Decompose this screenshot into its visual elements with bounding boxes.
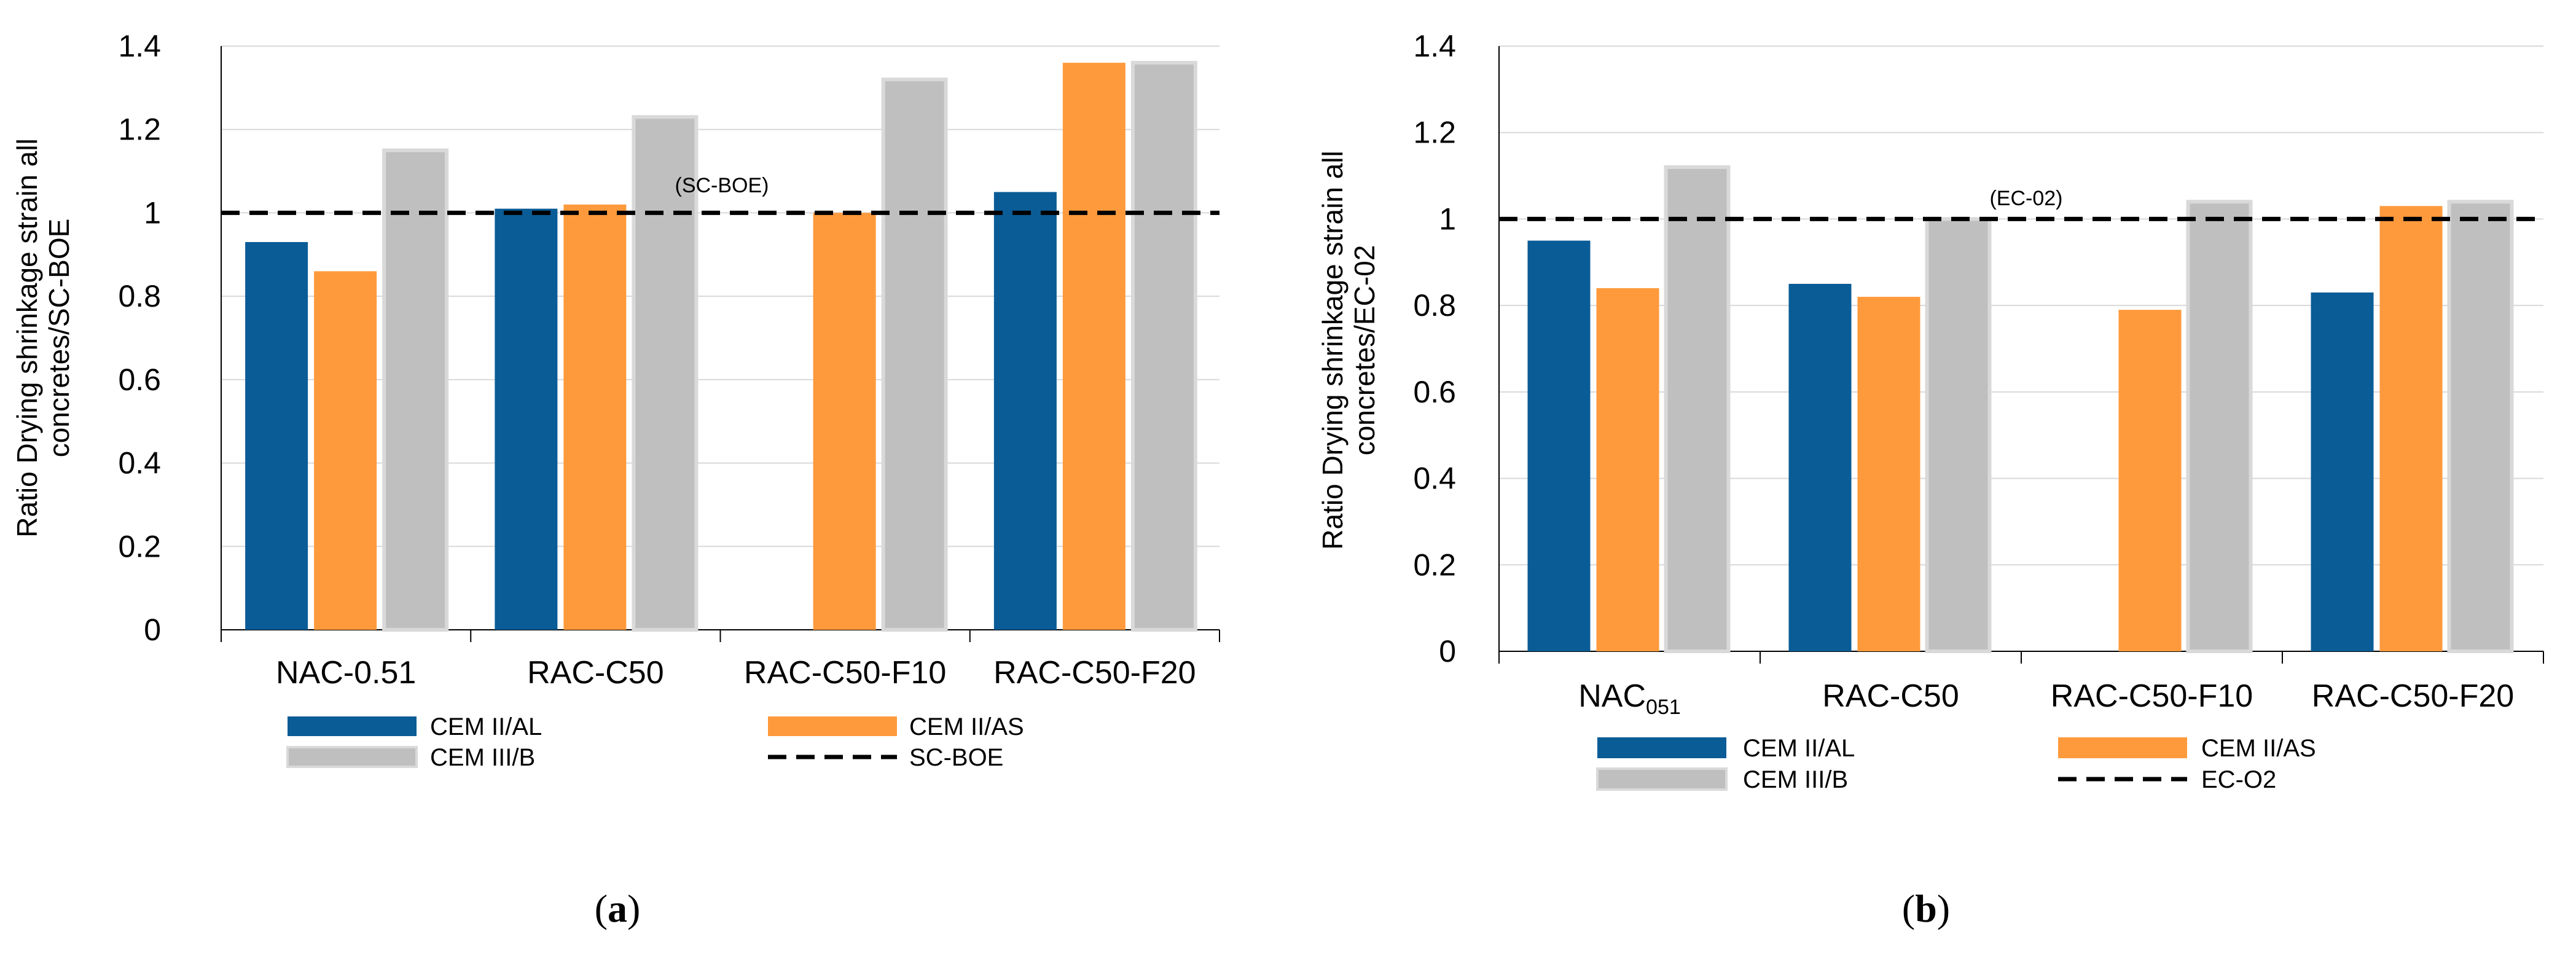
bar-cem-iii-b bbox=[1130, 61, 1197, 632]
y-tick-label: 1.4 bbox=[1413, 29, 1456, 63]
y-tick-label: 0.8 bbox=[118, 279, 161, 313]
y-axis-label-line1: Ratio Drying shrinkage strain all bbox=[11, 138, 43, 537]
legend-label: CEM II/AS bbox=[909, 713, 1024, 740]
y-tick-label: 0.4 bbox=[118, 446, 161, 480]
y-tick-label: 0 bbox=[1439, 634, 1456, 669]
bar-cem-iii-b bbox=[2186, 200, 2253, 653]
reference-annotation: (SC-BOE) bbox=[675, 174, 769, 197]
bar-cem-ii-as bbox=[1857, 297, 1920, 652]
reference-annotation: (EC-02) bbox=[1989, 187, 2062, 210]
y-tick-label: 0.2 bbox=[118, 529, 161, 563]
legend-swatch-cem-iii-b bbox=[286, 746, 418, 768]
bar-cem-ii-al bbox=[245, 241, 308, 630]
category-label: RAC-C50 bbox=[1822, 678, 1959, 714]
bar-cem-iii-b bbox=[1664, 165, 1731, 653]
category-label: RAC-C50 bbox=[527, 655, 664, 691]
bar-cem-ii-al bbox=[1788, 283, 1852, 651]
panel-label: (b) bbox=[1902, 887, 1950, 930]
category-label: RAC-C50-F10 bbox=[744, 655, 946, 691]
chart-panel-a: 0 0.2 0.4 0.6 0.8 1 1.2 1.4 (SC-BOE) NAC-0.51 RAC-… bbox=[11, 29, 1220, 930]
y-tick-label: 1.4 bbox=[118, 29, 161, 63]
legend-swatch-cem-ii-al bbox=[288, 716, 417, 736]
chart-panel-b: 0 0.2 0.4 0.6 0.8 1 1.2 1.4 (EC-02) NAC051 RAC-C50… bbox=[1317, 29, 2544, 930]
legend-label: CEM II/AL bbox=[1743, 735, 1855, 762]
legend-swatch-cem-iii-b bbox=[1596, 767, 1728, 791]
legend: CEM II/AL CEM II/AS CEM III/B EC-O2 bbox=[1596, 735, 2316, 793]
category-label: RAC-C50-F10 bbox=[2051, 678, 2253, 714]
bar-cem-ii-al bbox=[993, 192, 1057, 630]
bar-cem-iii-b bbox=[2447, 200, 2514, 653]
category-label-subscript: 051 bbox=[1646, 696, 1681, 719]
panel-label: (a) bbox=[595, 887, 641, 930]
legend-swatch-cem-ii-as bbox=[768, 716, 897, 736]
y-tick-label: 0.2 bbox=[1413, 547, 1456, 582]
y-tick-label: 1 bbox=[144, 195, 161, 230]
y-axis-label-line1: Ratio Drying shrinkage strain all bbox=[1317, 151, 1349, 549]
y-tick-label: 1.2 bbox=[118, 112, 161, 147]
bar-cem-ii-al bbox=[2311, 292, 2374, 651]
bar-cem-iii-b bbox=[1925, 217, 1992, 653]
y-axis-label: Ratio Drying shrinkage strain allconcret… bbox=[11, 138, 75, 537]
category-label: RAC-C50-F20 bbox=[2312, 678, 2514, 714]
legend-label: CEM III/B bbox=[430, 744, 535, 771]
legend-swatch-cem-ii-al bbox=[1597, 737, 1726, 758]
y-tick-label: 1.2 bbox=[1413, 116, 1456, 150]
y-axis-label-line2: concretes/SC-BOE bbox=[43, 219, 75, 458]
legend-label: CEM III/B bbox=[1743, 766, 1848, 793]
legend-label: CEM II/AS bbox=[2201, 735, 2316, 762]
bar-cem-ii-as bbox=[314, 271, 377, 630]
legend: CEM II/AL CEM II/AS CEM III/B SC-BOE bbox=[286, 713, 1024, 771]
bar-cem-ii-as bbox=[563, 204, 627, 630]
bar-cem-ii-as bbox=[1062, 63, 1126, 630]
bar-cem-ii-al bbox=[495, 208, 558, 630]
category-label: RAC-C50-F20 bbox=[993, 655, 1196, 691]
bar-cem-ii-as bbox=[1596, 288, 1659, 651]
y-tick-label: 0.4 bbox=[1413, 461, 1456, 496]
y-tick-label: 0.6 bbox=[118, 363, 161, 397]
legend-label: EC-O2 bbox=[2201, 766, 2276, 793]
category-label-main: NAC bbox=[1578, 678, 1646, 714]
bar-cem-ii-al bbox=[1527, 240, 1591, 651]
legend-label: CEM II/AL bbox=[430, 713, 542, 740]
y-tick-label: 0.8 bbox=[1413, 288, 1456, 323]
bar-cem-ii-as bbox=[2118, 310, 2182, 651]
y-axis-label: Ratio Drying shrinkage strain allconcret… bbox=[1317, 151, 1380, 549]
category-label: NAC-0.51 bbox=[276, 655, 416, 691]
bar-cem-iii-b bbox=[632, 115, 699, 632]
bar-cem-iii-b bbox=[881, 77, 948, 632]
legend-swatch-cem-ii-as bbox=[2058, 737, 2187, 758]
legend-label: SC-BOE bbox=[909, 744, 1003, 771]
bar-cem-iii-b bbox=[382, 148, 449, 632]
bar-cem-ii-as bbox=[2379, 206, 2443, 652]
category-label: NAC051 bbox=[1578, 678, 1681, 719]
y-axis-label-line2: concretes/EC-02 bbox=[1349, 245, 1380, 456]
y-tick-label: 0 bbox=[144, 613, 161, 647]
y-tick-label: 0.6 bbox=[1413, 375, 1456, 409]
y-tick-label: 1 bbox=[1439, 202, 1456, 236]
bar-cem-ii-as bbox=[813, 213, 876, 630]
